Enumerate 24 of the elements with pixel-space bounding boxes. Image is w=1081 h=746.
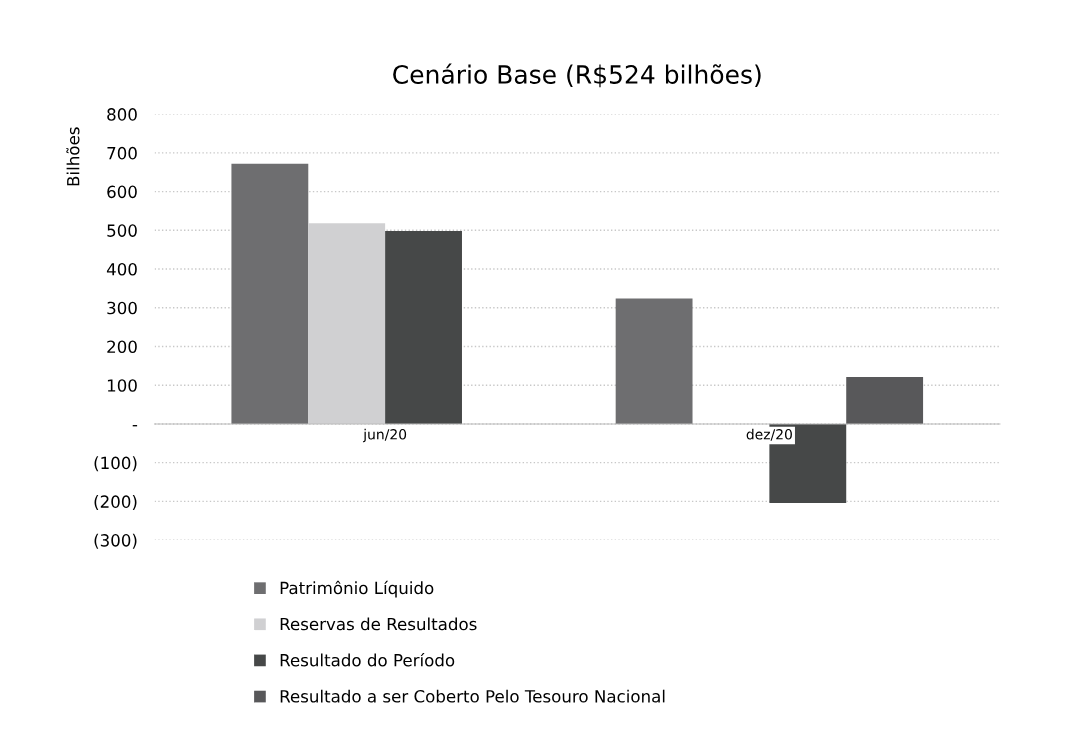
y-tick-label: - bbox=[132, 425, 138, 427]
y-tick-label: 800 bbox=[107, 108, 137, 121]
y-tick-label: 700 bbox=[107, 146, 137, 160]
legend-label: Patrimônio Líquido bbox=[280, 580, 434, 598]
legend-label: Resultado a ser Coberto Pelo Tesouro Nacional bbox=[280, 689, 665, 703]
bar bbox=[385, 231, 462, 424]
y-tick-label: 100 bbox=[107, 379, 137, 392]
y-tick-label: 500 bbox=[107, 224, 137, 237]
bar bbox=[615, 298, 693, 424]
y-tick-label: 400 bbox=[106, 263, 137, 276]
legend-label: Resultado do Período bbox=[280, 652, 455, 667]
x-tick-label: dez/20 bbox=[746, 428, 792, 441]
legend-label: Reservas de Resultados bbox=[280, 617, 477, 631]
y-tick-label: 200 bbox=[107, 340, 137, 354]
y-tick-label: (200) bbox=[94, 495, 137, 510]
chart-title: Cenário Base (R$524 bilhões) bbox=[393, 63, 761, 88]
y-tick-label: 300 bbox=[107, 301, 137, 315]
y-tick-label: (300) bbox=[94, 533, 137, 549]
y-axis-title: Bilhões bbox=[66, 127, 80, 186]
bar bbox=[231, 163, 309, 424]
y-tick-label: (100) bbox=[94, 456, 137, 472]
y-tick-label: 600 bbox=[107, 185, 137, 199]
bar bbox=[846, 377, 924, 424]
x-tick-label: jun/20 bbox=[362, 428, 407, 443]
